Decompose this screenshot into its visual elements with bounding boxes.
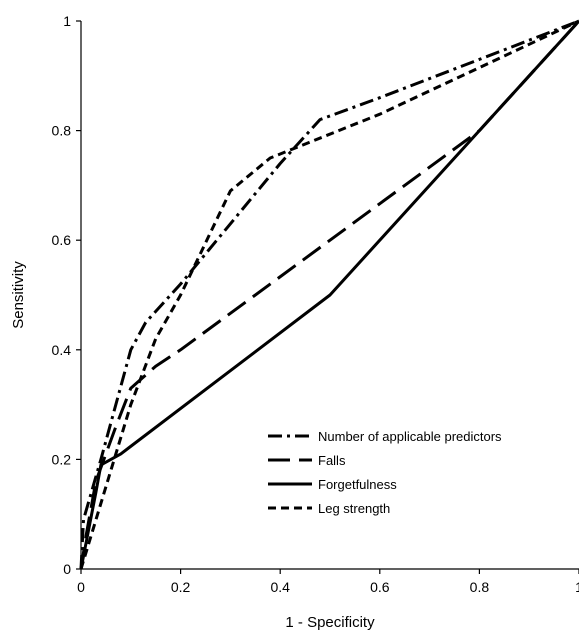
- series-forgetfulness: [79, 19, 579, 570]
- legend-label-forgetfulness: Forgetfulness: [318, 477, 397, 492]
- legend: Number of applicable predictors Falls Forg…: [268, 429, 502, 516]
- legend-label-number-of-applicable-predictors: Number of applicable predictors: [318, 429, 502, 444]
- x-axis-title: 1 - Specificity: [285, 614, 375, 631]
- y-tick-label: 0.2: [52, 451, 72, 467]
- y-tick-label: 1: [63, 13, 71, 29]
- y-tick-label: 0.6: [52, 232, 72, 248]
- y-tick-label: 0: [63, 561, 71, 577]
- x-tick-label: 0.4: [270, 579, 290, 595]
- y-tick-label: 0.4: [52, 342, 72, 358]
- series-number-of-applicable-predictors: [79, 19, 579, 570]
- x-tick-label: 0.6: [370, 579, 390, 595]
- y-tick-label: 0.8: [52, 123, 72, 139]
- x-ticks: 0 0.2 0.4 0.6 0.8 1: [77, 569, 579, 595]
- axes: [80, 21, 579, 570]
- x-tick-label: 1: [575, 579, 579, 595]
- series-lines: [79, 19, 579, 570]
- y-axis-title: Sensitivity: [10, 261, 27, 329]
- x-tick-label: 0: [77, 579, 85, 595]
- series-falls: [79, 19, 579, 570]
- y-ticks: 0 0.2 0.4 0.6 0.8 1: [52, 13, 81, 577]
- series-leg-strength: [79, 19, 579, 570]
- legend-label-falls: Falls: [318, 453, 346, 468]
- legend-label-leg-strength: Leg strength: [318, 501, 390, 516]
- x-tick-label: 0.2: [171, 579, 191, 595]
- x-tick-label: 0.8: [470, 579, 490, 595]
